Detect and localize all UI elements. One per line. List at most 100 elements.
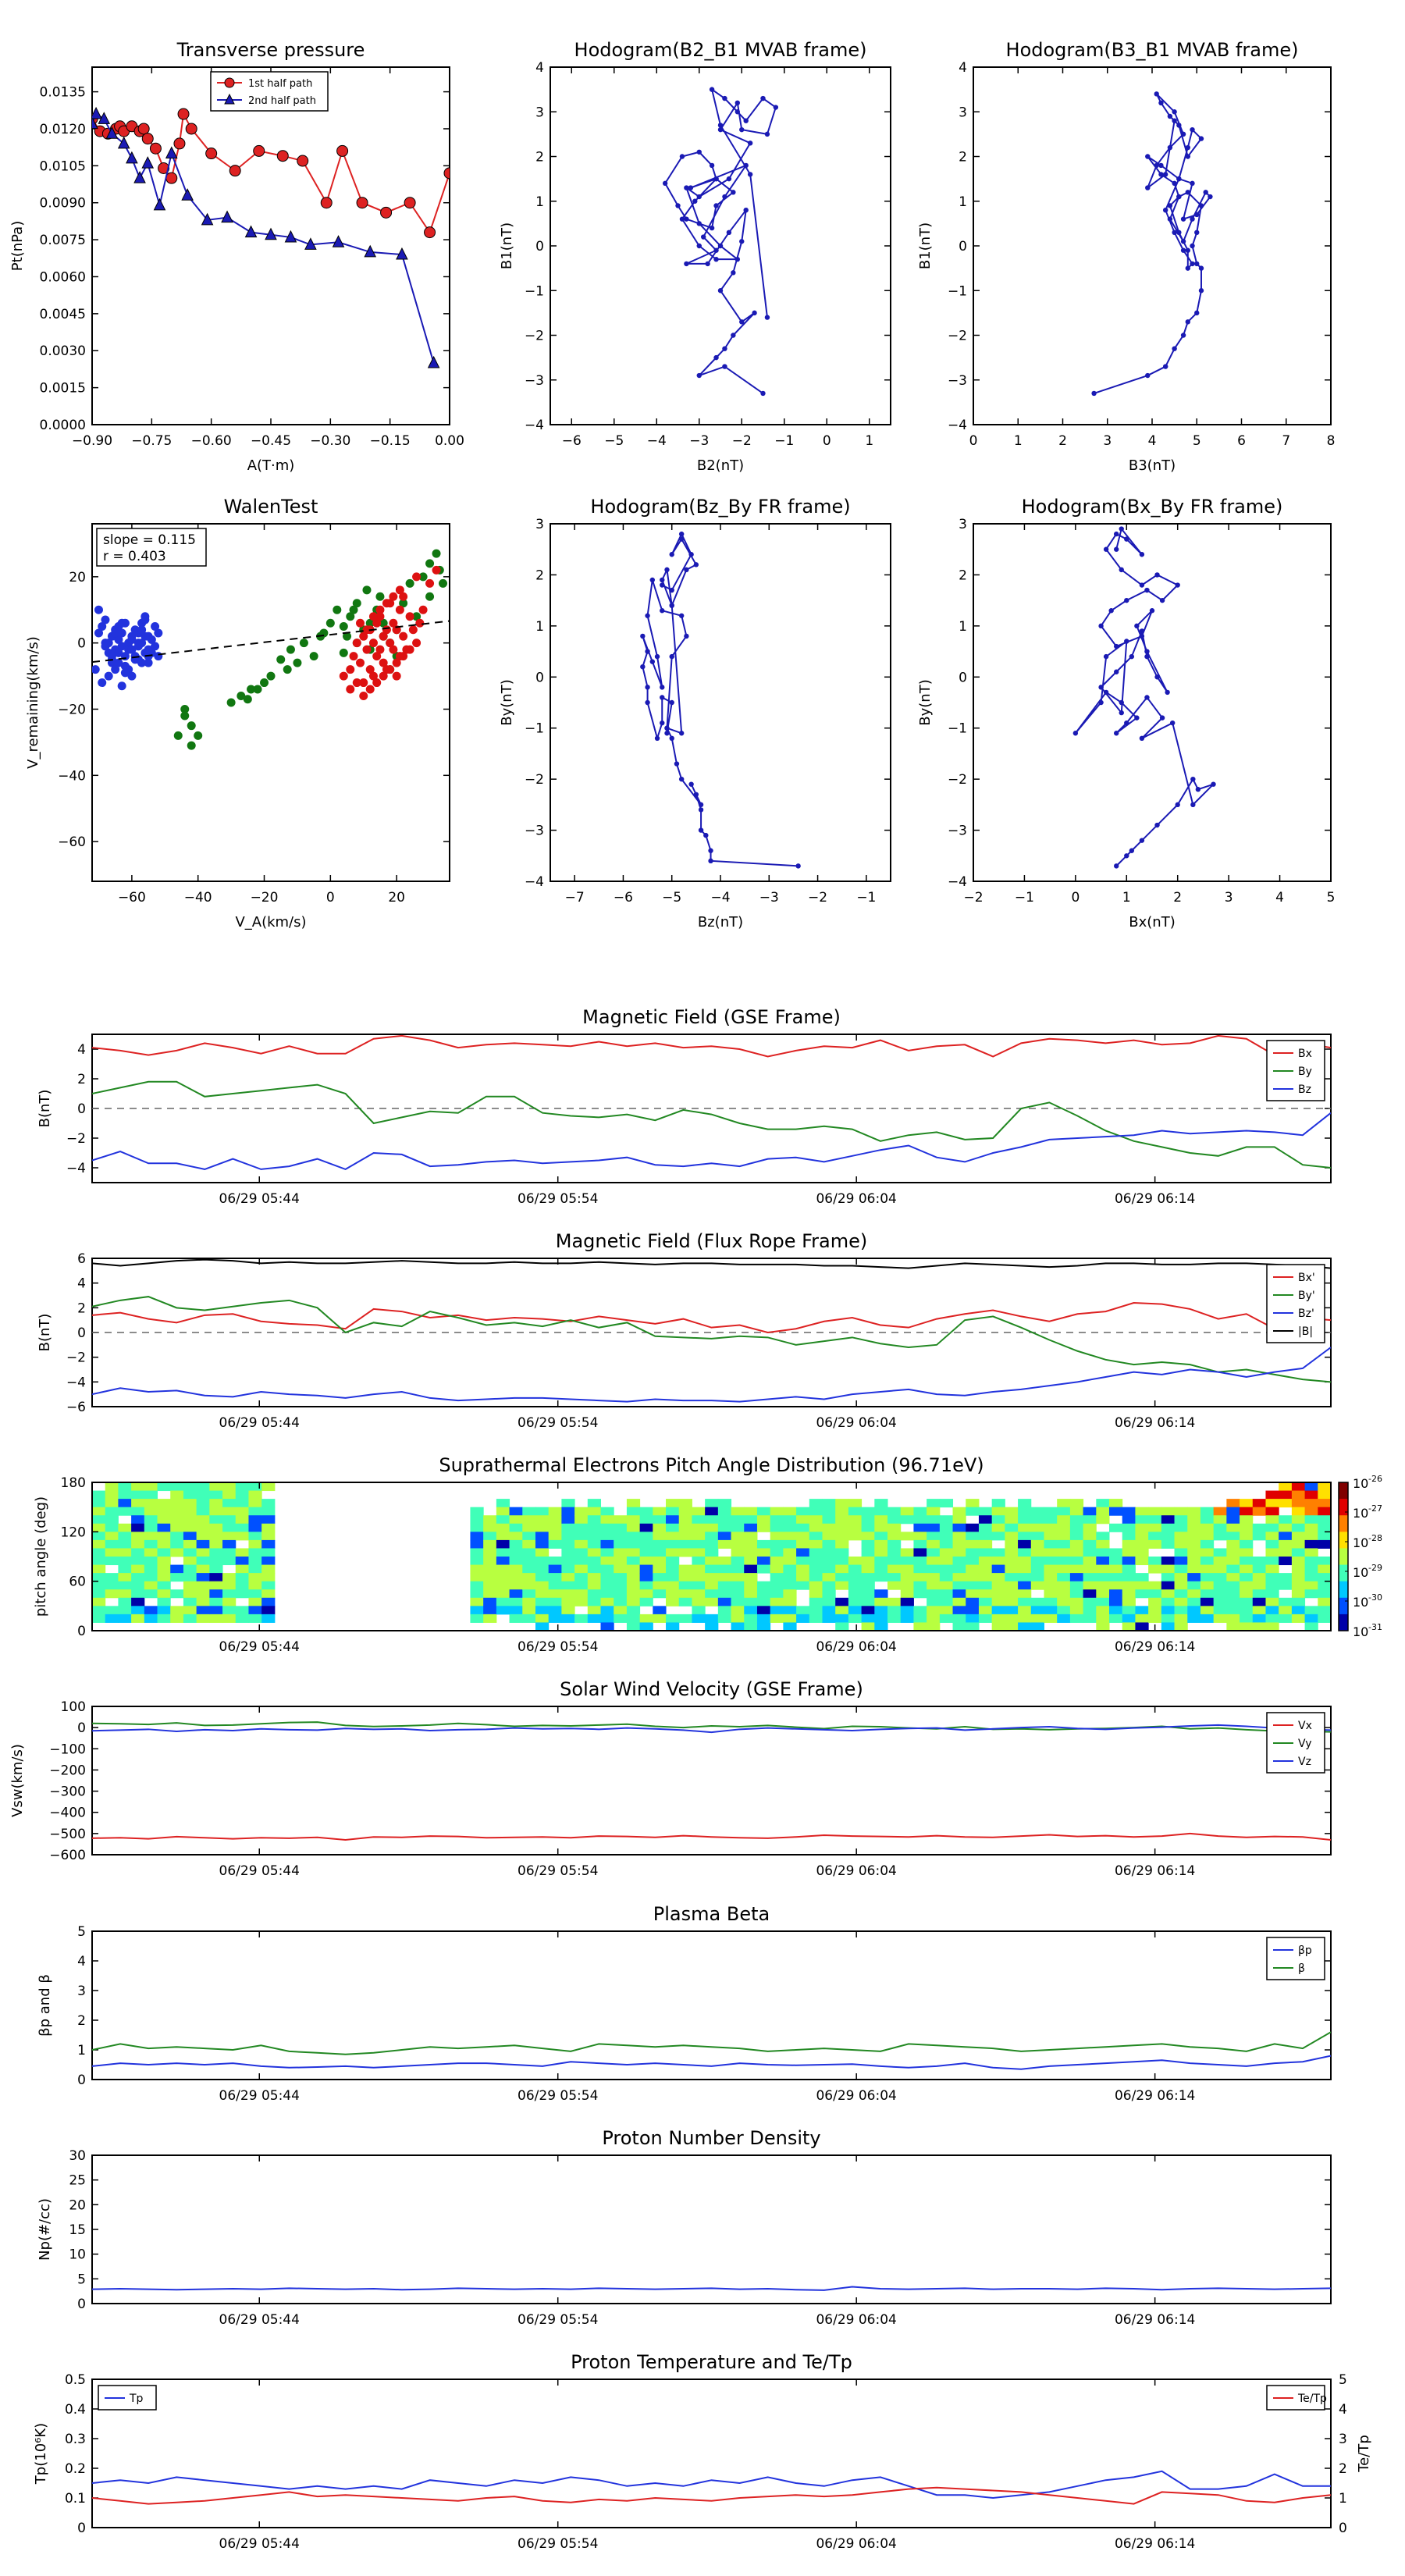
pad-cell [717, 1515, 732, 1525]
pad-cell [1213, 1614, 1227, 1623]
h1-point [743, 208, 749, 213]
pad-cell [756, 1622, 771, 1631]
pad-cell [900, 1515, 914, 1525]
pad-cell [1265, 1614, 1279, 1623]
pad-cell [105, 1523, 119, 1532]
h2-point [1167, 113, 1173, 119]
pad-cell [1044, 1507, 1058, 1516]
h4-point [1124, 639, 1129, 644]
pad-cell [1148, 1589, 1162, 1599]
pad-cell [1069, 1548, 1084, 1557]
pad-cell [1161, 1507, 1176, 1516]
pad-cell [1161, 1581, 1176, 1590]
pad-cell [1083, 1539, 1097, 1549]
pad-cell [874, 1523, 888, 1532]
h2-x-tick-label: 2 [1058, 433, 1067, 449]
pad-cell [600, 1523, 614, 1532]
h3-point [664, 567, 670, 573]
pad-cell [653, 1548, 667, 1557]
walen-point [117, 642, 126, 651]
pad-cell [1252, 1573, 1266, 1582]
pad-cell [470, 1597, 484, 1606]
pad-cell [1148, 1507, 1162, 1516]
h1-point [739, 319, 745, 325]
pad-cell [1122, 1515, 1136, 1525]
bfr-legend-label: Bz' [1298, 1308, 1314, 1320]
walen-point [359, 692, 368, 701]
h4-ylabel: By(nT) [917, 679, 934, 725]
walen-point [349, 652, 358, 661]
pad-cell [639, 1523, 653, 1532]
pad-cell [705, 1614, 719, 1623]
walen-fit-line [91, 620, 450, 664]
pad-cell [1135, 1573, 1149, 1582]
pad-cell [1304, 1532, 1318, 1541]
h3-y-tick-label: 0 [535, 670, 544, 685]
pad-cell [1279, 1557, 1293, 1566]
walen-point [359, 632, 368, 641]
pad-cell [887, 1532, 902, 1541]
pad-cell [1291, 1507, 1306, 1516]
pad-cell [1213, 1507, 1227, 1516]
walen-point [187, 741, 196, 750]
walen-point [92, 665, 100, 674]
pad-cell [1161, 1564, 1176, 1574]
bfr-legend-label: Bx' [1298, 1272, 1315, 1284]
pad-cell [92, 1581, 106, 1590]
h4-point [1144, 653, 1150, 660]
pad-cell [1083, 1581, 1097, 1590]
pad-cell [1148, 1597, 1162, 1606]
pad-cell [874, 1539, 888, 1549]
vsw-legend [1266, 1712, 1325, 1774]
pad-cell [666, 1532, 680, 1541]
pad-cell [574, 1573, 589, 1582]
pad-cell [1318, 1507, 1332, 1516]
pad-cell [952, 1614, 966, 1623]
pad-cell [783, 1557, 797, 1566]
pad-cell [1135, 1539, 1149, 1549]
walen-plot-area [91, 523, 450, 882]
vsw-y-tick-label: −300 [49, 1784, 86, 1800]
h2-point [1198, 203, 1204, 208]
walen-point [399, 592, 408, 601]
pad-cell [1057, 1507, 1071, 1516]
h3-point [669, 735, 674, 741]
pad-cell [144, 1589, 158, 1599]
pad-cell [1174, 1606, 1188, 1615]
h2-y-tick-label: −2 [948, 329, 967, 344]
pad-cell [1318, 1482, 1332, 1492]
h3-point [678, 731, 685, 736]
walen-point [114, 635, 123, 644]
pad-cell [1304, 1564, 1318, 1574]
walen-point [127, 645, 137, 654]
pad-cell [1005, 1557, 1019, 1566]
h4-point [1175, 802, 1180, 808]
h2-point [1190, 261, 1195, 267]
pad-cell [666, 1622, 680, 1631]
pad-cell [561, 1589, 575, 1599]
pad-cell [692, 1614, 706, 1623]
pad-cell [1069, 1499, 1084, 1508]
bfr-time-tick-label: 06/29 05:44 [219, 1415, 300, 1431]
pad-cell [144, 1606, 158, 1615]
pad-cell [966, 1557, 980, 1566]
pad-cell [470, 1523, 484, 1532]
pad-cell [809, 1499, 823, 1508]
h4-point [1154, 822, 1160, 828]
pad-cell [222, 1507, 237, 1516]
pad-cell [222, 1482, 237, 1492]
h2-point [1167, 203, 1173, 208]
pad-cell [1174, 1548, 1188, 1557]
h4-point [1129, 848, 1135, 853]
pad-cell [626, 1557, 641, 1566]
pad-cell [1200, 1606, 1215, 1615]
walen-point [151, 621, 160, 631]
bfr-y-tick-label: −2 [66, 1350, 86, 1366]
pad-cell [939, 1573, 954, 1582]
pad-cell [614, 1523, 628, 1532]
pad-cell [1030, 1581, 1044, 1590]
h1-point [752, 310, 757, 316]
pad-cell [196, 1539, 210, 1549]
pad-cell [822, 1532, 836, 1541]
pad-cell [1096, 1622, 1110, 1631]
